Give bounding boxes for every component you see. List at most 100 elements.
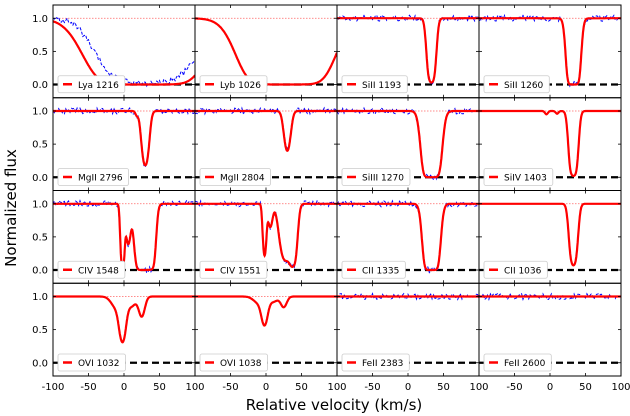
x-tick-label: 50: [579, 382, 592, 393]
legend-box: [199, 75, 268, 94]
x-tick-label: 0: [405, 382, 411, 393]
panel-civ-1551: CIV 1551: [194, 190, 338, 284]
panel-legend: Lya 1216: [57, 75, 126, 94]
model-fit: [195, 295, 337, 327]
panel-label: CIV 1548: [78, 266, 119, 276]
panel-siii-1193: SiII 1193: [336, 4, 480, 99]
panel-ovi-1038: OVI 1038: [194, 282, 338, 377]
model-fit: [53, 20, 195, 86]
y-tick-label: 1.0: [32, 199, 48, 210]
panel-label: OVI 1038: [220, 359, 262, 369]
model-fit: [53, 295, 195, 344]
y-tick-label: 0.5: [32, 232, 48, 243]
y-tick-label: 0.0: [32, 358, 48, 369]
panel-label: CII 1335: [362, 266, 399, 276]
x-tick-label: 50: [437, 382, 450, 393]
model-fit: [337, 109, 479, 179]
legend-box: [199, 353, 268, 372]
panel-cii-1335: CII 1335: [336, 190, 480, 284]
y-tick-label: 0.5: [32, 325, 48, 336]
panel-label: FeII 2383: [362, 359, 403, 369]
model-fit: [479, 109, 621, 177]
panel-legend: CIV 1551: [199, 260, 268, 279]
data-spectrum: [337, 14, 479, 85]
y-tick-label: 1.0: [32, 14, 48, 25]
data-spectrum: [195, 106, 337, 150]
x-tick-label: 50: [153, 382, 166, 393]
x-tick-label: -50: [364, 382, 380, 393]
panel-plot-area: [53, 295, 195, 364]
y-tick-label: 0.5: [32, 47, 48, 58]
panel-label: Lyb 1026: [220, 81, 261, 91]
model-fit: [195, 109, 337, 153]
x-tick-label: -50: [222, 382, 238, 393]
panel-cii-1036: CII 1036: [478, 190, 622, 284]
panel-plot-area: [337, 14, 479, 86]
x-tick-label: -50: [80, 382, 96, 393]
panel-lya-1216: Lya 1216: [52, 4, 196, 99]
panel-label: CII 1036: [504, 266, 542, 276]
panel-feii-2600: FeII 2600: [478, 282, 622, 377]
legend-box: [57, 353, 126, 372]
legend-box: [483, 75, 550, 94]
x-tick-label: 100: [185, 382, 204, 393]
panel-label: MgII 2804: [220, 174, 265, 184]
y-tick-labels: 0.0 0.5 1.0 0.0 0.5 1.0 0.0 0.5 1.0 0.0 0.5 1.0: [32, 14, 48, 370]
panel-legend: SiIV 1403: [483, 168, 554, 186]
legend-box: [483, 260, 548, 279]
x-tick-label: 100: [327, 382, 346, 393]
x-tick-labels: -100 -50 0 50 100 -50 0 50 100 -50 0 50 100 -50 0 50 100: [42, 382, 630, 393]
panel-legend: SiII 1260: [483, 75, 550, 94]
x-axis-label: Relative velocity (km/s): [246, 396, 423, 414]
legend-box: [199, 260, 268, 279]
panel-legend: SiII 1193: [341, 75, 408, 94]
y-tick-label: 1.0: [32, 107, 48, 118]
panel-label: SiIII 1270: [362, 174, 404, 184]
legend-box: [57, 260, 126, 279]
panel-legend: CII 1036: [483, 260, 548, 279]
data-spectrum: [53, 106, 195, 168]
y-tick-label: 0.0: [32, 266, 48, 277]
model-fit: [337, 202, 479, 272]
y-tick-label: 0.5: [32, 140, 48, 151]
panel-label: SiII 1260: [504, 81, 544, 91]
legend-box: [199, 168, 271, 186]
panel-lyb-1026: Lyb 1026: [194, 4, 338, 99]
panel-label: SiIV 1403: [504, 174, 547, 184]
model-fit: [53, 109, 195, 167]
legend-box: [483, 168, 554, 186]
panel-legend: MgII 2796: [57, 168, 129, 186]
legend-box: [341, 75, 408, 94]
panel-plot-area: [195, 199, 337, 272]
panel-ovi-1032: OVI 1032: [52, 282, 196, 377]
x-tick-label: -100: [42, 382, 65, 393]
y-tick-label: 1.0: [32, 292, 48, 303]
model-fit: [53, 202, 195, 272]
panel-plot-area: [195, 106, 337, 179]
x-tick-label: 0: [547, 382, 553, 393]
panel-legend: FeII 2383: [341, 353, 410, 372]
model-fit: [337, 17, 479, 84]
x-tick-label: 100: [469, 382, 488, 393]
y-axis-label: Normalized flux: [2, 149, 20, 267]
panel-legend: CIV 1548: [57, 260, 126, 279]
panel-siii-1260: SiII 1260: [478, 4, 622, 99]
panel-frame: [478, 282, 622, 377]
model-fit: [479, 17, 621, 86]
x-tick-label: 0: [121, 382, 127, 393]
legend-box: [341, 353, 410, 372]
model-fit: [195, 17, 337, 86]
legend-box: [341, 168, 411, 186]
panel-label: OVI 1032: [78, 359, 120, 369]
y-tick-label: 0.0: [32, 80, 48, 91]
panel-legend: MgII 2804: [199, 168, 271, 186]
panel-label: CIV 1551: [220, 266, 261, 276]
y-tick-label: 0.0: [32, 173, 48, 184]
panel-plot-area: [479, 109, 621, 179]
panel-plot-area: [479, 292, 621, 364]
panel-legend: SiIII 1270: [341, 168, 411, 186]
panel-grid: Lya 1216 Lyb 1026 SiII 1193 SiII 1260 MgII 2…: [52, 4, 622, 377]
panel-plot-area: [479, 202, 621, 272]
panel-siiv-1403: SiIV 1403: [478, 97, 622, 191]
